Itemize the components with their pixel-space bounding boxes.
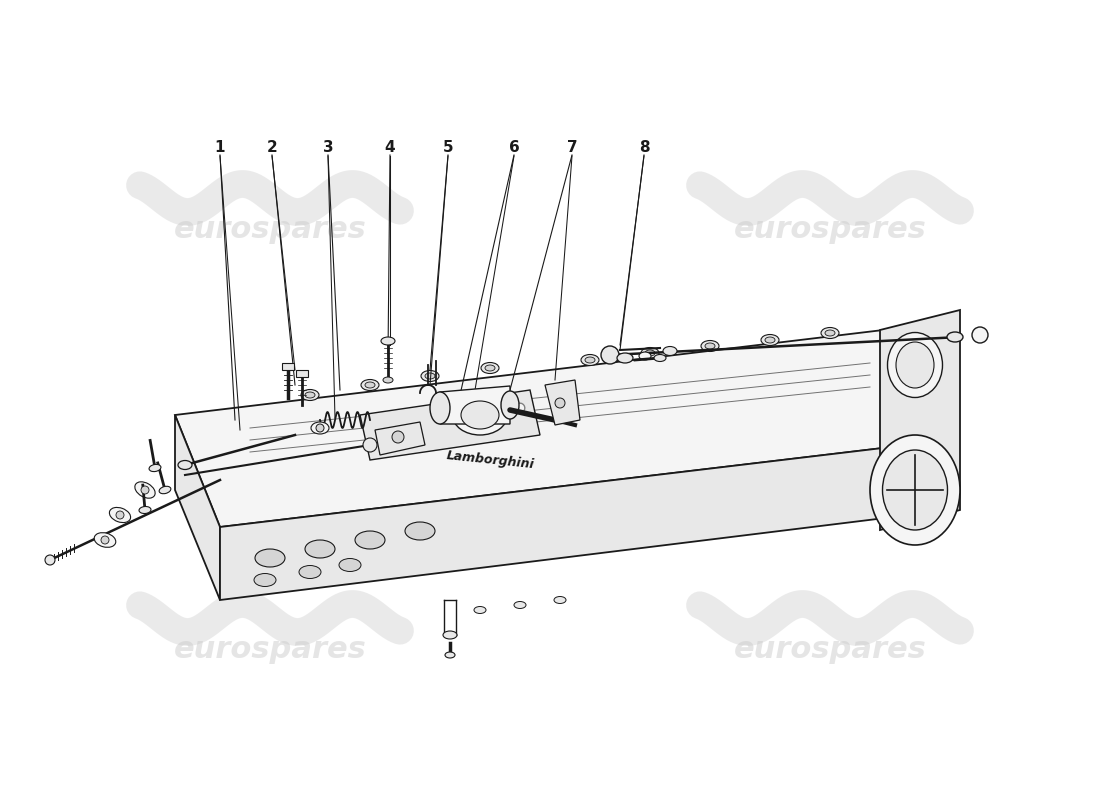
Ellipse shape	[481, 362, 499, 374]
Text: 6: 6	[508, 141, 519, 155]
Text: 3: 3	[322, 141, 333, 155]
Ellipse shape	[452, 395, 507, 435]
Ellipse shape	[135, 482, 155, 498]
Ellipse shape	[617, 353, 632, 363]
Ellipse shape	[947, 332, 962, 342]
Ellipse shape	[639, 352, 651, 360]
Ellipse shape	[701, 341, 719, 351]
Ellipse shape	[361, 379, 379, 390]
Circle shape	[363, 438, 377, 452]
Ellipse shape	[178, 461, 192, 470]
Circle shape	[601, 346, 619, 364]
Text: 2: 2	[266, 141, 277, 155]
Ellipse shape	[825, 330, 835, 336]
Polygon shape	[880, 310, 960, 530]
Ellipse shape	[425, 373, 435, 379]
Ellipse shape	[160, 486, 170, 494]
Ellipse shape	[764, 337, 776, 343]
Circle shape	[392, 431, 404, 443]
Polygon shape	[360, 390, 540, 460]
Ellipse shape	[139, 506, 151, 514]
Ellipse shape	[654, 354, 666, 362]
Bar	[282, 363, 294, 370]
Ellipse shape	[761, 334, 779, 346]
Ellipse shape	[663, 346, 676, 355]
Ellipse shape	[581, 354, 600, 366]
Text: 5: 5	[442, 141, 453, 155]
Ellipse shape	[888, 333, 943, 398]
Ellipse shape	[554, 597, 566, 603]
Ellipse shape	[585, 357, 595, 363]
Text: 1: 1	[214, 141, 225, 155]
Ellipse shape	[383, 377, 393, 383]
Ellipse shape	[430, 392, 450, 424]
Ellipse shape	[896, 342, 934, 388]
Polygon shape	[440, 386, 510, 424]
Ellipse shape	[305, 392, 315, 398]
Circle shape	[141, 486, 149, 494]
Ellipse shape	[95, 533, 116, 547]
Ellipse shape	[109, 507, 131, 522]
Circle shape	[101, 536, 109, 544]
Ellipse shape	[421, 370, 439, 382]
Ellipse shape	[514, 602, 526, 609]
Ellipse shape	[443, 631, 456, 639]
Text: 8: 8	[639, 141, 649, 155]
Ellipse shape	[150, 464, 161, 472]
Ellipse shape	[311, 422, 329, 434]
Polygon shape	[175, 328, 950, 527]
Ellipse shape	[339, 558, 361, 571]
Polygon shape	[220, 440, 950, 600]
Ellipse shape	[821, 327, 839, 338]
Polygon shape	[175, 415, 220, 600]
Circle shape	[972, 327, 988, 343]
Text: eurospares: eurospares	[734, 635, 926, 665]
Ellipse shape	[641, 347, 659, 358]
Ellipse shape	[365, 382, 375, 388]
Polygon shape	[544, 380, 580, 425]
Circle shape	[45, 555, 55, 565]
Text: 4: 4	[385, 141, 395, 155]
Text: 7: 7	[566, 141, 578, 155]
Bar	[296, 370, 308, 377]
Ellipse shape	[705, 343, 715, 349]
Ellipse shape	[405, 522, 435, 540]
Circle shape	[116, 511, 124, 519]
Ellipse shape	[645, 350, 654, 356]
Text: Lamborghini: Lamborghini	[446, 449, 535, 471]
Polygon shape	[375, 422, 425, 455]
Text: eurospares: eurospares	[174, 635, 366, 665]
Text: eurospares: eurospares	[734, 215, 926, 245]
Ellipse shape	[299, 566, 321, 578]
Ellipse shape	[255, 549, 285, 567]
Ellipse shape	[474, 606, 486, 614]
Ellipse shape	[870, 435, 960, 545]
Ellipse shape	[882, 450, 947, 530]
Circle shape	[316, 424, 324, 432]
Ellipse shape	[446, 652, 455, 658]
Ellipse shape	[500, 391, 519, 419]
Ellipse shape	[355, 531, 385, 549]
Ellipse shape	[461, 401, 499, 429]
Circle shape	[556, 398, 565, 408]
Ellipse shape	[254, 574, 276, 586]
Ellipse shape	[485, 365, 495, 371]
Ellipse shape	[301, 390, 319, 401]
Ellipse shape	[381, 337, 395, 345]
Ellipse shape	[305, 540, 336, 558]
Text: eurospares: eurospares	[174, 215, 366, 245]
